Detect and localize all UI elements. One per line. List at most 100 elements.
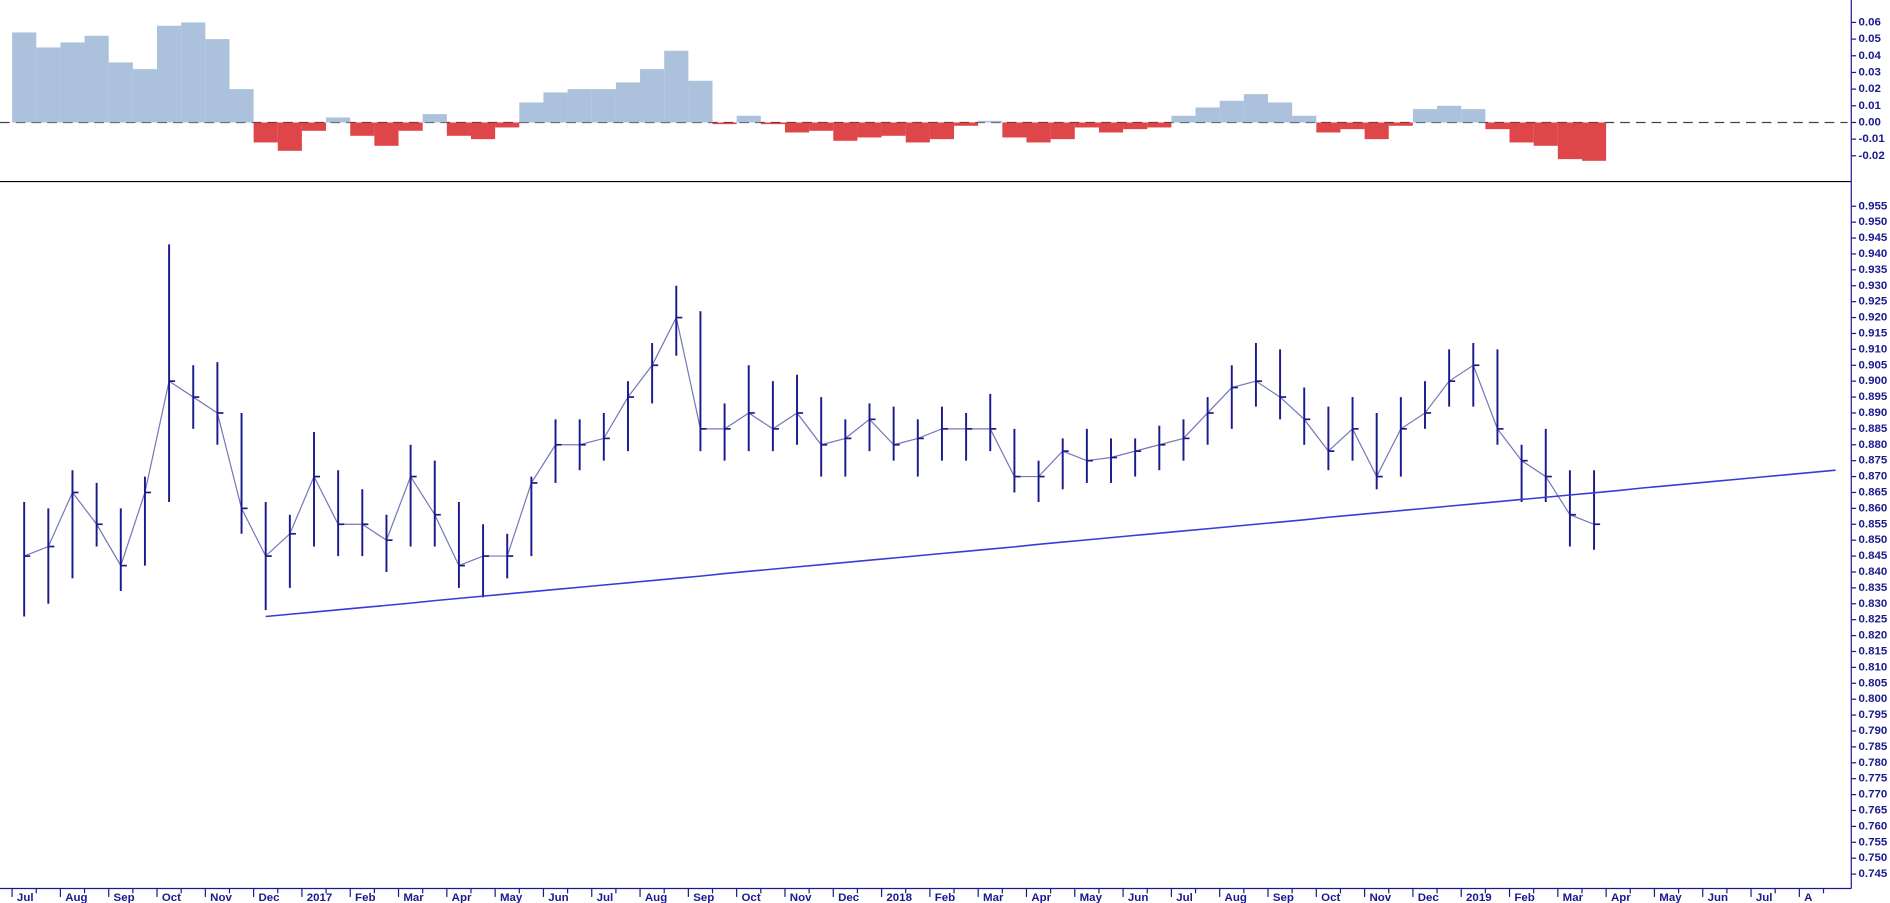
y-tick-label: 0.755: [1859, 836, 1888, 848]
x-tick-label: 2018: [886, 892, 912, 903]
y-tick-label: 0.880: [1859, 439, 1888, 451]
y-tick-label: 0.770: [1859, 789, 1888, 801]
y-tick-label: 0.820: [1859, 630, 1888, 642]
y-tick-label: 0.885: [1859, 423, 1888, 435]
y-tick-label: 0.800: [1859, 693, 1888, 705]
y-tick-label: 0.945: [1859, 232, 1888, 244]
histogram-bar: [591, 89, 616, 123]
histogram-bar: [1364, 122, 1389, 140]
y-tick-label: 0.795: [1859, 709, 1888, 721]
histogram-bar: [1340, 122, 1365, 130]
y-tick-label: -0.01: [1859, 133, 1886, 145]
x-tick-label: Mar: [1563, 892, 1584, 903]
trendline: [265, 469, 1836, 618]
histogram-bar: [519, 102, 544, 123]
y-tick-label: 0.925: [1859, 296, 1888, 308]
histogram-bar: [760, 122, 785, 125]
histogram-bar: [1485, 122, 1510, 130]
x-tick-label: Nov: [210, 892, 232, 903]
histogram-bar: [157, 25, 182, 123]
y-tick-label: 0.05: [1859, 33, 1882, 45]
histogram-bar: [833, 122, 858, 141]
histogram-bar: [1557, 122, 1582, 160]
y-tick-label: 0.930: [1859, 280, 1888, 292]
x-tick-label: May: [500, 892, 523, 903]
y-tick-label: -0.02: [1859, 150, 1885, 162]
histogram-bar: [543, 92, 568, 123]
histogram-bar: [181, 22, 206, 123]
y-tick-label: 0.00: [1859, 116, 1881, 128]
x-tick-label: Sep: [693, 892, 714, 903]
histogram-bar: [664, 50, 689, 123]
y-tick-label: 0.850: [1859, 534, 1888, 546]
y-tick-label: 0.840: [1859, 566, 1888, 578]
histogram-bar: [1292, 115, 1317, 123]
histogram-bar: [736, 115, 761, 123]
histogram-bar: [954, 122, 979, 126]
y-tick-label: 0.810: [1859, 661, 1888, 673]
y-tick-label: 0.03: [1859, 66, 1881, 78]
x-tick-label: Jun: [1128, 892, 1148, 903]
histogram-bar: [905, 122, 930, 143]
histogram-bar: [1123, 122, 1148, 130]
x-tick-label: Sep: [114, 892, 135, 903]
y-tick-label: 0.915: [1859, 327, 1888, 339]
x-tick-label: Feb: [935, 892, 955, 903]
y-tick-label: 0.02: [1859, 83, 1881, 95]
x-tick-label: A: [1804, 892, 1812, 903]
x-tick-label: Sep: [1273, 892, 1294, 903]
y-tick-label: 0.830: [1859, 598, 1888, 610]
y-tick-label: 0.805: [1859, 677, 1888, 689]
histogram-bar: [108, 62, 133, 123]
y-tick-label: 0.935: [1859, 264, 1888, 276]
y-tick-label: 0.750: [1859, 852, 1888, 864]
histogram-bar: [881, 122, 906, 136]
histogram-bar: [1098, 122, 1124, 133]
y-tick-label: 0.835: [1859, 582, 1888, 594]
x-tick-label: May: [1080, 892, 1103, 903]
y-tick-label: 0.775: [1859, 773, 1888, 785]
y-tick-label: 0.920: [1859, 312, 1888, 324]
x-tick-label: Oct: [1321, 892, 1340, 903]
histogram-bar: [712, 122, 737, 125]
histogram-bar: [1243, 94, 1269, 123]
x-tick-label: Apr: [452, 892, 472, 903]
y-tick-label: 0.785: [1859, 741, 1888, 753]
y-tick-label: 0.870: [1859, 471, 1888, 483]
histogram-bar: [1171, 115, 1196, 123]
histogram-bar: [1316, 122, 1341, 133]
histogram-bar: [350, 122, 375, 136]
x-tick-label: May: [1659, 892, 1682, 903]
x-tick-label: Apr: [1611, 892, 1631, 903]
y-tick-label: 0.765: [1859, 805, 1888, 817]
x-tick-label: Aug: [65, 892, 87, 903]
y-tick-label: 0.910: [1859, 343, 1888, 355]
histogram-bar: [301, 122, 327, 131]
histogram-bar: [1533, 122, 1558, 146]
y-tick-label: 0.845: [1859, 550, 1888, 562]
histogram-bar: [640, 69, 665, 123]
histogram-bar: [1219, 100, 1244, 123]
histogram-bar: [84, 35, 109, 123]
histogram-bar: [1050, 122, 1075, 140]
histogram-bar: [326, 117, 351, 123]
y-tick-label: 0.760: [1859, 820, 1888, 832]
y-tick-label: 0.745: [1859, 868, 1888, 880]
histogram-bar: [1002, 122, 1027, 138]
histogram-bar: [422, 114, 447, 123]
x-tick-label: Jun: [1708, 892, 1728, 903]
x-tick-label: Dec: [258, 892, 280, 903]
y-tick-label: 0.940: [1859, 248, 1888, 260]
histogram-bar: [470, 122, 496, 140]
histogram-bar: [132, 69, 158, 123]
histogram-bar: [1509, 122, 1534, 143]
x-tick-label: Aug: [645, 892, 667, 903]
histogram-bar: [36, 47, 61, 123]
x-tick-label: Nov: [790, 892, 812, 903]
histogram-bar: [1147, 122, 1172, 128]
histogram-bar: [12, 32, 37, 123]
y-tick-label: 0.875: [1859, 455, 1888, 467]
x-tick-label: 2017: [307, 892, 333, 903]
x-tick-label: Feb: [1514, 892, 1534, 903]
